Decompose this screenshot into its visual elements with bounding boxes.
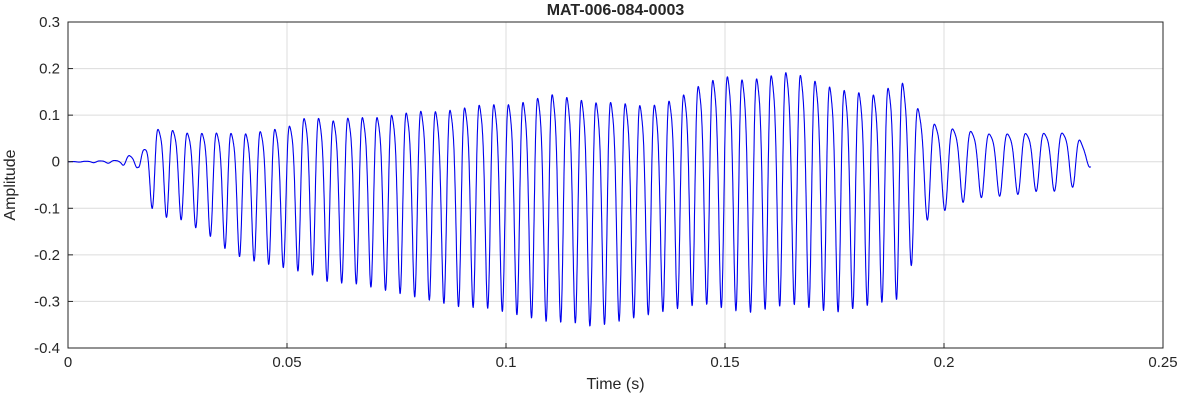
waveform-path — [67, 72, 1092, 327]
y-tick-label: -0.3 — [34, 293, 60, 310]
x-tick-label: 0 — [64, 354, 72, 371]
axes-box — [67, 21, 1164, 349]
x-tick-label: 0.1 — [496, 354, 517, 371]
x-axis-label: Time (s) — [586, 376, 645, 393]
y-tick-label: -0.1 — [34, 200, 60, 217]
x-tick-label: 0.25 — [1148, 354, 1177, 371]
y-tick-label: -0.2 — [34, 247, 60, 264]
x-tick-label: 0.15 — [710, 354, 739, 371]
x-tick-label: 0.2 — [934, 354, 955, 371]
y-tick-label: 0.2 — [39, 61, 60, 78]
y-tick-label: 0.1 — [39, 107, 60, 124]
y-tick-label: 0.3 — [39, 14, 60, 31]
chart-title: MAT-006-084-0003 — [546, 2, 685, 19]
y-tick-label: -0.4 — [34, 340, 60, 357]
y-tick-label: 0 — [52, 154, 60, 171]
x-tick-label: 0.05 — [272, 354, 301, 371]
